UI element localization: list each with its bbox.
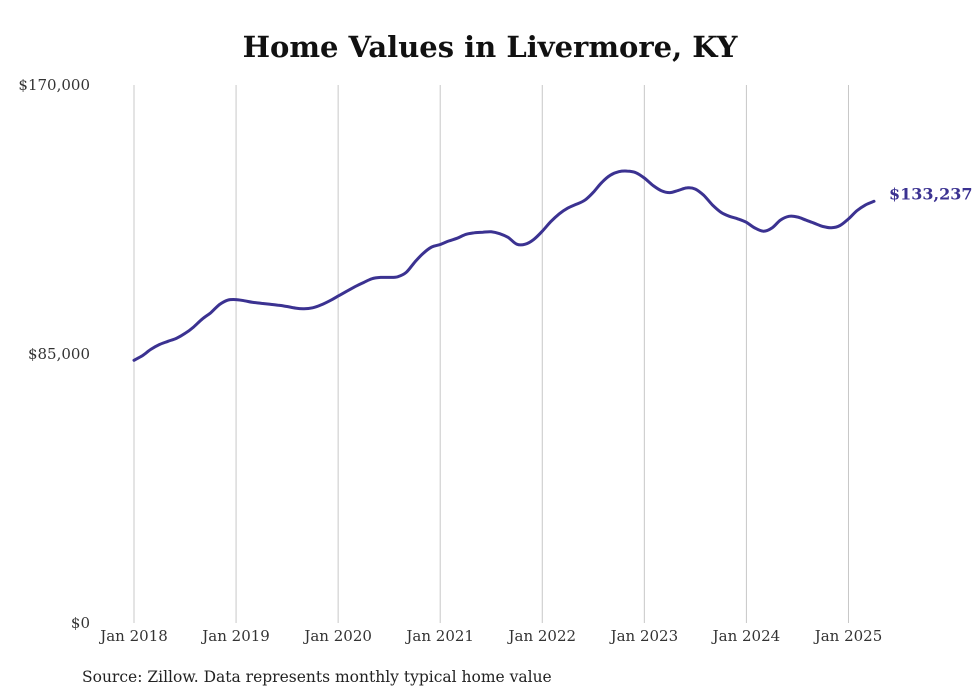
y-tick-label: $170,000 <box>18 76 90 94</box>
x-tick-label: Jan 2018 <box>98 627 168 645</box>
x-tick-label: Jan 2019 <box>200 627 270 645</box>
x-tick-label: Jan 2022 <box>506 627 576 645</box>
x-axis-ticks: Jan 2018 Jan 2019 Jan 2020 Jan 2021 Jan 2022… <box>98 627 882 645</box>
x-tick-label: Jan 2025 <box>813 627 883 645</box>
y-tick-label: $0 <box>71 614 90 632</box>
x-tick-label: Jan 2024 <box>711 627 781 645</box>
chart-title: Home Values in Livermore, KY <box>242 30 738 64</box>
end-value-label: $133,237 <box>889 184 973 203</box>
y-tick-label: $85,000 <box>28 345 90 363</box>
x-tick-label: Jan 2021 <box>404 627 474 645</box>
y-axis-ticks: $0 $85,000 $170,000 <box>18 76 90 632</box>
x-tick-label: Jan 2023 <box>609 627 679 645</box>
x-tick-label: Jan 2020 <box>302 627 372 645</box>
series-line <box>132 169 876 362</box>
source-note: Source: Zillow. Data represents monthly … <box>82 668 552 686</box>
series-group: $133,237 <box>132 169 973 362</box>
grid-lines <box>133 85 849 623</box>
